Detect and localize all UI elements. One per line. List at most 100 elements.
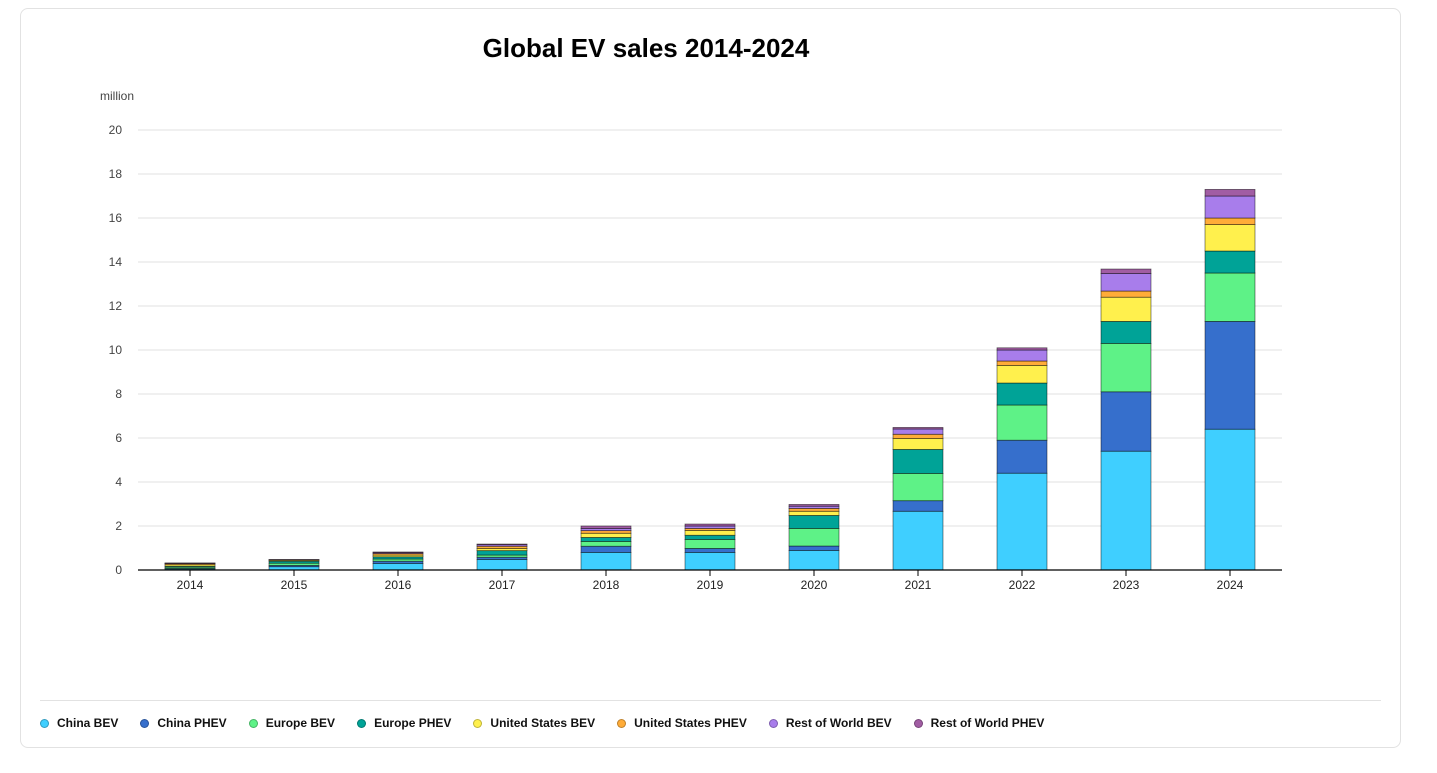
bar-segment-europe-bev: [1100, 342, 1152, 393]
legend-item[interactable]: Rest of World BEV: [768, 716, 892, 730]
bar-segment-china-bev: [476, 559, 528, 571]
legend-item[interactable]: Rest of World PHEV: [913, 716, 1045, 730]
bar-segment-united-states-phev: [1204, 217, 1256, 225]
bar-segment-china-bev: [788, 550, 840, 571]
chart-title: Global EV sales 2014-2024: [482, 33, 810, 63]
legend-dot-icon: [140, 718, 150, 728]
legend-dot-icon: [617, 718, 627, 728]
bar-segment-china-bev: [1100, 450, 1152, 571]
legend-label: United States PHEV: [634, 716, 747, 730]
y-tick-label: 10: [109, 343, 123, 357]
legend-label: Rest of World BEV: [785, 716, 892, 730]
x-tick-label: 2014: [177, 578, 204, 592]
bar-segment-united-states-phev: [892, 433, 944, 439]
bar-segment-europe-bev: [1204, 272, 1256, 322]
legend-label: Europe BEV: [265, 716, 336, 730]
bar-segment-rest-of-world-bev: [996, 349, 1048, 362]
bar-segment-europe-bev: [580, 541, 632, 547]
legend: China BEV China PHEV Europe BEV Europe PHEV…: [40, 716, 1066, 730]
bar-segment-europe-phev: [1100, 320, 1152, 344]
legend-item[interactable]: United States PHEV: [617, 716, 747, 730]
bar-segment-rest-of-world-phev: [580, 525, 632, 529]
legend-item[interactable]: Europe BEV: [248, 716, 336, 730]
bar-segment-china-bev: [892, 510, 944, 571]
bar-segment-china-bev: [372, 563, 424, 571]
bar-segment-europe-bev: [684, 539, 736, 549]
y-axis-unit-label: million: [100, 89, 135, 103]
x-tick-label: 2019: [697, 578, 724, 592]
bar-segment-europe-phev: [580, 537, 632, 542]
y-tick-label: 0: [115, 563, 122, 577]
bar-segment-united-states-bev: [1204, 224, 1256, 252]
x-tick-label: 2018: [593, 578, 620, 592]
x-tick-label: 2016: [385, 578, 412, 592]
x-tick-label: 2020: [801, 578, 828, 592]
bar-segment-china-bev: [996, 472, 1048, 571]
legend-dot-icon: [913, 718, 923, 728]
bar-segment-rest-of-world-phev: [1100, 268, 1152, 274]
legend-label: Rest of World PHEV: [930, 716, 1045, 730]
x-tick-label: 2015: [281, 578, 308, 592]
bar-segment-rest-of-world-bev: [892, 428, 944, 435]
y-tick-label: 18: [109, 167, 123, 181]
bar-segment-rest-of-world-phev: [996, 347, 1048, 351]
legend-item[interactable]: China BEV: [40, 716, 118, 730]
x-tick-label: 2024: [1217, 578, 1244, 592]
x-tick-label: 2022: [1009, 578, 1036, 592]
bar-segment-china-bev: [1204, 428, 1256, 571]
y-tick-label: 16: [109, 211, 123, 225]
legend-item[interactable]: Europe PHEV: [357, 716, 451, 730]
bar-segment-rest-of-world-bev: [1100, 273, 1152, 292]
bar-segment-united-states-phev: [788, 507, 840, 512]
bar-segment-united-states-phev: [1100, 290, 1152, 298]
chart-card: [20, 8, 1401, 748]
legend-item[interactable]: United States BEV: [473, 716, 595, 730]
y-tick-label: 8: [115, 387, 122, 401]
bar-segment-europe-phev: [1204, 250, 1256, 274]
bar-segment-rest-of-world-phev: [788, 504, 840, 507]
bar-segment-china-phev: [1100, 391, 1152, 452]
bar-segment-europe-phev: [684, 534, 736, 540]
legend-dot-icon: [473, 718, 483, 728]
bar-segment-united-states-bev: [684, 530, 736, 536]
bar-segment-europe-bev: [788, 528, 840, 547]
legend-divider: [40, 700, 1381, 701]
x-tick-label: 2021: [905, 578, 932, 592]
legend-dot-icon: [40, 718, 49, 728]
bar-segment-rest-of-world-phev: [684, 523, 736, 527]
y-tick-label: 14: [109, 255, 123, 269]
bar-segment-europe-phev: [476, 550, 528, 556]
bar-segment-europe-phev: [892, 449, 944, 474]
bar-segment-united-states-bev: [892, 438, 944, 450]
bar-segment-rest-of-world-phev: [1204, 188, 1256, 197]
legend-item[interactable]: China PHEV: [140, 716, 227, 730]
bar-segment-united-states-bev: [788, 510, 840, 516]
bar-segment-europe-bev: [892, 473, 944, 502]
legend-label: China PHEV: [157, 716, 227, 730]
bar-segment-china-phev: [892, 500, 944, 512]
bar-segment-china-phev: [996, 439, 1048, 474]
y-tick-label: 20: [109, 123, 123, 137]
y-tick-label: 12: [109, 299, 123, 313]
legend-dot-icon: [768, 718, 778, 728]
bar-segment-united-states-phev: [996, 360, 1048, 366]
bar-segment-china-phev: [1204, 320, 1256, 430]
bar-segment-united-states-bev: [580, 532, 632, 538]
legend-label: United States BEV: [490, 716, 596, 730]
bar-segment-rest-of-world-phev: [892, 427, 944, 430]
legend-label: Europe PHEV: [374, 716, 452, 730]
bar-segment-china-phev: [580, 545, 632, 553]
y-tick-label: 4: [115, 475, 122, 489]
bar-segment-europe-phev: [996, 382, 1048, 406]
bar-segment-rest-of-world-phev: [476, 543, 528, 546]
legend-dot-icon: [248, 718, 258, 728]
legend-dot-icon: [357, 718, 367, 728]
bar-segment-china-bev: [580, 552, 632, 571]
legend-label: China BEV: [57, 716, 119, 730]
x-tick-label: 2017: [489, 578, 516, 592]
bar-segment-rest-of-world-phev: [372, 551, 424, 554]
bar-segment-united-states-bev: [1100, 296, 1152, 322]
bar-segment-china-phev: [788, 545, 840, 551]
bar-segment-china-phev: [684, 548, 736, 553]
